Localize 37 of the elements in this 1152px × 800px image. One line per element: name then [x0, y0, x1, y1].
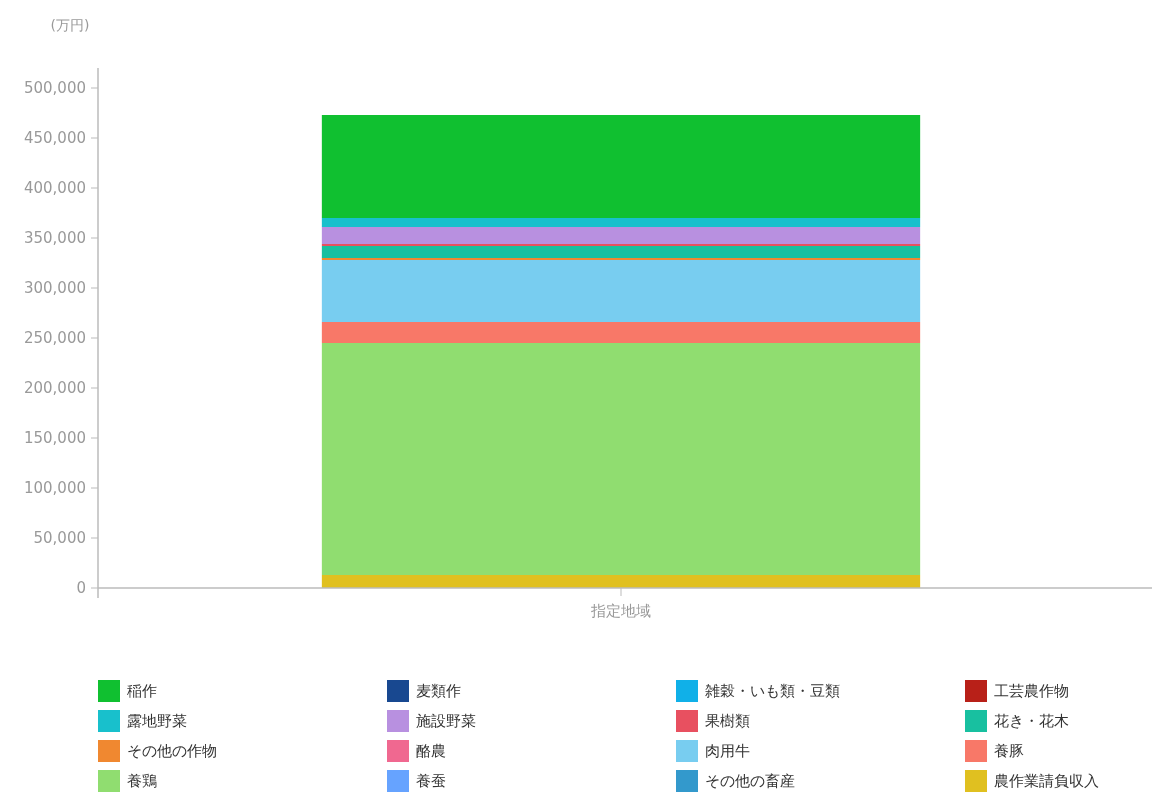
y-tick-label: 100,000 [23, 479, 86, 498]
legend-label: 養豚 [994, 742, 1024, 761]
bar [321, 246, 921, 258]
legend-label: 酪農 [416, 742, 446, 761]
legend-label: その他の畜産 [705, 772, 795, 791]
legend-label: 養蚕 [416, 772, 446, 791]
legend-label: 花き・花木 [994, 712, 1069, 731]
y-tick-label: 300,000 [23, 279, 86, 298]
legend-label: 露地野菜 [127, 712, 187, 731]
y-axis-title: (万円) [50, 17, 90, 33]
y-tick-label: 250,000 [23, 329, 86, 348]
y-tick-label: 500,000 [23, 79, 86, 98]
x-tick-label: 指定地域 [590, 602, 651, 620]
legend-label: 養鶏 [127, 772, 157, 791]
bar [321, 260, 921, 322]
legend-label: 稲作 [127, 682, 157, 701]
legend-label: 農作業請負収入 [994, 772, 1099, 791]
y-tick-label: 0 [76, 579, 86, 598]
legend-label: 麦類作 [416, 682, 461, 701]
bar [321, 227, 921, 244]
y-tick-label: 200,000 [23, 379, 86, 398]
y-tick-label: 350,000 [23, 229, 86, 248]
bar [321, 343, 921, 575]
bar [321, 575, 921, 588]
bar [321, 322, 921, 343]
legend-label: 果樹類 [705, 712, 750, 731]
y-tick-label: 450,000 [23, 129, 86, 148]
legend-label: 施設野菜 [416, 712, 476, 731]
legend-label: その他の作物 [127, 742, 217, 761]
bar [321, 115, 921, 218]
legend-label: 肉用牛 [705, 742, 750, 761]
legend-label: 雑穀・いも類・豆類 [705, 682, 840, 701]
y-tick-label: 150,000 [23, 429, 86, 448]
y-tick-label: 400,000 [23, 179, 86, 198]
legend-label: 工芸農作物 [994, 682, 1069, 701]
bar [321, 218, 921, 227]
y-tick-label: 50,000 [33, 529, 86, 548]
